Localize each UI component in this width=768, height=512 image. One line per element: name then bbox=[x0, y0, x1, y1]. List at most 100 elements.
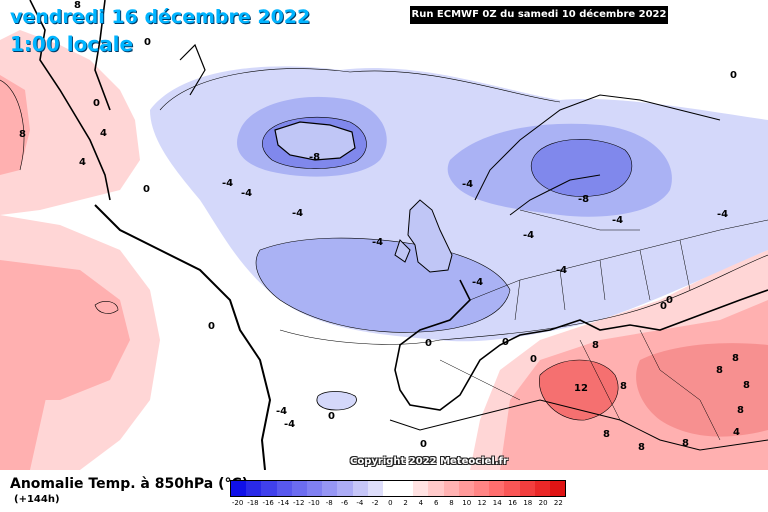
contour-label: -4 bbox=[612, 215, 623, 226]
color-scale-swatch bbox=[261, 481, 277, 496]
contour-line-sahara bbox=[539, 359, 619, 421]
color-scale-tick-label: 6 bbox=[433, 499, 439, 507]
contour-label: 0 bbox=[208, 321, 215, 332]
color-scale-tick-label: -18 bbox=[247, 499, 259, 507]
color-scale-tick-label: -6 bbox=[341, 499, 349, 507]
contour-label: 0 bbox=[420, 439, 427, 450]
contour-label: -4 bbox=[472, 277, 483, 288]
contour-line-iceland bbox=[262, 116, 367, 169]
coastline-europe bbox=[394, 279, 768, 411]
color-scale-tick-label: 20 bbox=[538, 499, 548, 507]
warm-region-mideast-core bbox=[636, 343, 768, 437]
color-scale-swatch bbox=[306, 481, 323, 496]
color-scale-swatch bbox=[458, 481, 474, 496]
color-scale-swatch bbox=[276, 481, 292, 496]
color-scale-tick-label: -10 bbox=[308, 499, 320, 507]
temperature-anomaly-map: 8 0 4 4 0 0 8 -4 -4 -4 -4 -8 -4 -8 -4 0 … bbox=[0, 0, 768, 470]
contour-line-labrador bbox=[94, 301, 119, 314]
color-scale-swatch bbox=[291, 481, 307, 496]
coastline-africa bbox=[389, 399, 768, 451]
contour-label: 0 bbox=[328, 411, 335, 422]
warm-region-greenland bbox=[0, 30, 140, 215]
contour-label: 8 bbox=[592, 340, 599, 351]
contour-label: -8 bbox=[578, 194, 589, 205]
contour-line-greenland bbox=[0, 79, 25, 171]
color-scale-tick-label: -2 bbox=[371, 499, 379, 507]
color-scale-tick-label: -12 bbox=[293, 499, 305, 507]
color-scale-tick-label: -4 bbox=[356, 499, 364, 507]
forecast-hour-label: (+144h) bbox=[14, 494, 60, 505]
color-scale-tick-label: -14 bbox=[277, 499, 290, 507]
contour-line-atlantic bbox=[159, 68, 561, 111]
color-scale-swatch bbox=[504, 481, 520, 496]
contour-label: -4 bbox=[717, 209, 728, 220]
contour-label: 0 bbox=[502, 337, 509, 348]
contour-label: -4 bbox=[292, 208, 303, 219]
coastline-uk bbox=[394, 199, 453, 273]
color-scale-swatch bbox=[489, 481, 505, 496]
contour-label: 12 bbox=[574, 383, 588, 394]
color-scale-swatch bbox=[246, 481, 262, 496]
color-scale-swatch bbox=[322, 481, 338, 496]
coastline-greenland bbox=[29, 0, 111, 201]
contour-line-zero-south bbox=[279, 254, 768, 345]
contour-label: 8 bbox=[638, 442, 645, 453]
coastline-canada-north bbox=[179, 43, 206, 96]
contour-label: 8 bbox=[620, 381, 627, 392]
coastline-labrador bbox=[94, 204, 272, 470]
contour-label: 8 bbox=[682, 438, 689, 449]
forecast-local-time: 1:00 locale bbox=[10, 32, 134, 56]
cold-region-scandinavia-core bbox=[531, 139, 632, 197]
color-scale-swatch bbox=[398, 481, 414, 496]
color-scale-swatch bbox=[367, 481, 383, 496]
color-scale-swatch bbox=[413, 481, 429, 496]
color-scale-tick-label: 4 bbox=[418, 499, 424, 507]
color-scale-swatch bbox=[231, 481, 247, 496]
warm-region-greenland-core bbox=[0, 75, 30, 175]
color-scale-swatch bbox=[428, 481, 444, 496]
forecast-date-title: vendredi 16 décembre 2022 bbox=[10, 6, 311, 28]
contour-label: 8 bbox=[603, 429, 610, 440]
color-scale-bar bbox=[230, 480, 566, 497]
color-scale-ticks: -20 -18 -16 -14 -12 -10 -8 -6 -4 -2 0 2 4 6 8 10 12 14 16 1… bbox=[230, 499, 566, 511]
color-scale-tick-label: -16 bbox=[262, 499, 274, 507]
color-scale-tick-label: 8 bbox=[449, 499, 454, 507]
contour-label: 8 bbox=[743, 380, 750, 391]
color-scale-tick-label: 22 bbox=[553, 499, 563, 507]
contour-label: 0 bbox=[144, 37, 151, 48]
contour-line-europe bbox=[255, 237, 511, 333]
contour-label: -4 bbox=[222, 178, 233, 189]
model-run-banner: Run ECMWF 0Z du samedi 10 décembre 2022 bbox=[410, 6, 668, 24]
contour-label: 8 bbox=[74, 0, 81, 11]
contour-label: -4 bbox=[284, 419, 295, 430]
contour-label: -4 bbox=[276, 406, 287, 417]
color-scale-swatch bbox=[352, 481, 368, 496]
contour-label: -4 bbox=[241, 188, 252, 199]
contour-label: 4 bbox=[100, 128, 107, 139]
color-scale-swatch bbox=[534, 481, 550, 496]
color-scale-swatch bbox=[443, 481, 459, 496]
contour-label: 0 bbox=[93, 98, 100, 109]
color-scale-tick-label: 14 bbox=[492, 499, 502, 507]
contour-label: 4 bbox=[79, 157, 86, 168]
color-scale-swatch bbox=[519, 481, 535, 496]
contour-label: 8 bbox=[716, 365, 723, 376]
color-scale-tick-label: 18 bbox=[523, 499, 533, 507]
coastline-scandinavia bbox=[474, 94, 721, 216]
color-scale-swatch bbox=[382, 481, 399, 496]
contour-label: 0 bbox=[666, 295, 673, 306]
copyright-notice: Copyright 2022 Meteociel.fr bbox=[350, 456, 508, 467]
color-scale-tick-label: 12 bbox=[477, 499, 487, 507]
variable-label: Anomalie Temp. à 850hPa (°C) bbox=[10, 476, 249, 492]
contour-label: -8 bbox=[309, 152, 320, 163]
contour-label: 0 bbox=[660, 301, 667, 312]
color-scale-tick-label: 10 bbox=[462, 499, 472, 507]
color-scale-swatch bbox=[337, 481, 353, 496]
contour-label: -4 bbox=[372, 237, 383, 248]
contour-label: 0 bbox=[143, 184, 150, 195]
color-scale-tick-label: 16 bbox=[508, 499, 517, 507]
country-borders bbox=[439, 209, 768, 441]
contour-label: 8 bbox=[737, 405, 744, 416]
contour-label: 0 bbox=[530, 354, 537, 365]
